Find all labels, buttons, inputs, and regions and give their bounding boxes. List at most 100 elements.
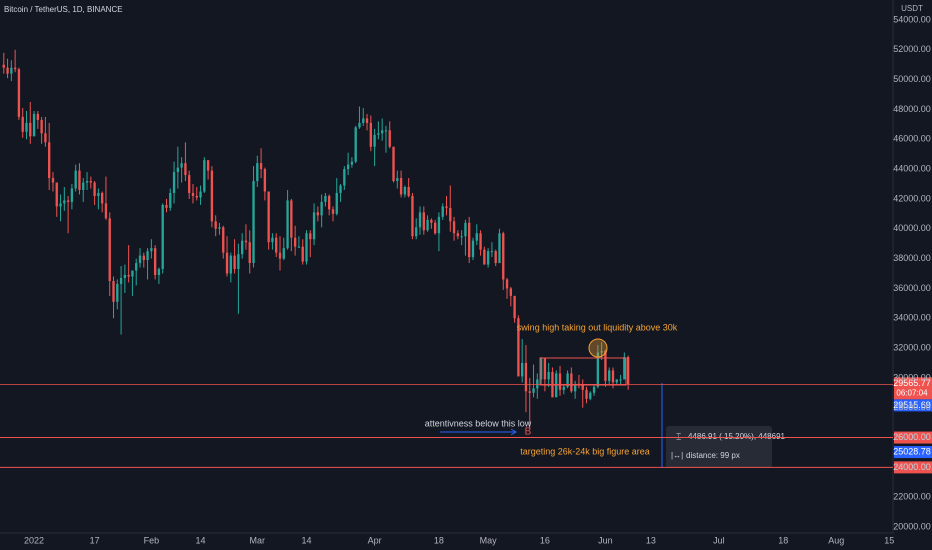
candle-body xyxy=(51,178,55,183)
candle-body xyxy=(505,279,509,289)
candle-body xyxy=(70,188,74,202)
candle-body xyxy=(498,233,501,264)
candle-body xyxy=(146,251,149,261)
candle-body xyxy=(161,204,164,270)
marker-tag-label: 25028.78 xyxy=(893,446,931,456)
candle-body xyxy=(596,352,600,387)
candle-body xyxy=(293,237,297,247)
candle-body xyxy=(543,358,547,380)
candle-body xyxy=(21,116,24,132)
candle-body xyxy=(32,113,36,137)
y-tick-label: 34000.00 xyxy=(893,313,931,323)
candle-body xyxy=(271,237,274,243)
candle-body xyxy=(324,195,327,202)
candle-body xyxy=(172,172,176,193)
candle-body xyxy=(176,167,180,173)
candle-body xyxy=(411,195,414,237)
marker-tag xyxy=(894,446,932,459)
y-tick-label: 20000.00 xyxy=(893,521,931,531)
candle-body xyxy=(486,251,490,265)
candle-body xyxy=(278,252,282,259)
level-tag-label: 26000.00 xyxy=(893,432,931,442)
candle-body xyxy=(203,160,206,192)
x-tick-label: 2022 xyxy=(24,535,44,545)
y-tick-label: 50000.00 xyxy=(893,74,931,84)
candle-body xyxy=(275,237,278,253)
candle-body xyxy=(55,182,58,207)
measure-box xyxy=(666,426,772,468)
candle-body xyxy=(169,192,172,208)
candle-body xyxy=(362,118,365,123)
range-box xyxy=(539,357,627,386)
marker-tag-label: 29515.69 xyxy=(893,400,931,410)
x-tick-label: Aug xyxy=(828,535,844,545)
candle-body xyxy=(309,233,312,240)
marker-tag xyxy=(894,399,932,412)
candle-body xyxy=(358,122,361,128)
candle-body xyxy=(10,67,13,74)
candle-body xyxy=(108,218,111,281)
candle-body xyxy=(320,201,323,216)
y-tick-label: 32000.00 xyxy=(893,342,931,352)
candle-body xyxy=(384,130,388,132)
measure-distance: distance: 99 px xyxy=(686,451,740,460)
candle-body xyxy=(573,383,577,392)
x-tick-label: 15 xyxy=(884,535,894,545)
candle-body xyxy=(604,351,607,381)
target-note: targeting 26k-24k big figure area xyxy=(520,446,650,456)
candle-body xyxy=(600,351,603,353)
candle-body xyxy=(93,182,96,196)
candle-body xyxy=(433,222,437,234)
candle-body xyxy=(123,275,127,278)
candle-body xyxy=(301,246,304,262)
y-tick-label: 52000.00 xyxy=(893,44,931,54)
measure-change: 4486.91 ( 15.20%), 448691 xyxy=(688,432,786,441)
candle-body xyxy=(509,288,512,296)
x-tick-label: Jul xyxy=(713,535,725,545)
candle-body xyxy=(475,233,478,241)
candle-body xyxy=(331,209,335,214)
candle-body xyxy=(138,255,142,264)
candle-body xyxy=(229,255,232,274)
candle-body xyxy=(585,389,588,399)
candle-body xyxy=(40,119,43,134)
x-tick-label: 18 xyxy=(778,535,788,545)
y-tick-label: 42000.00 xyxy=(893,193,931,203)
candle-body xyxy=(381,130,384,134)
x-tick-label: Feb xyxy=(144,535,160,545)
y-tick-label: 28000.00 xyxy=(893,402,931,412)
candle-body xyxy=(521,362,524,377)
candle-body xyxy=(286,200,289,249)
candle-body xyxy=(191,192,195,196)
candle-body xyxy=(248,242,251,264)
candle-body xyxy=(490,251,494,253)
candle-body xyxy=(199,191,202,198)
candle-body xyxy=(517,318,520,377)
candle-body xyxy=(184,163,187,176)
candle-body xyxy=(85,181,89,183)
candle-body xyxy=(165,204,168,208)
candle-body xyxy=(66,200,70,202)
y-tick-label: 38000.00 xyxy=(893,253,931,263)
candle-body xyxy=(570,373,573,392)
candle-body xyxy=(157,269,161,276)
y-tick-label: 26000.00 xyxy=(893,432,931,442)
candle-body xyxy=(513,295,516,319)
candle-body xyxy=(6,67,9,74)
candle-body xyxy=(388,130,391,147)
chart-title: Bitcoin / TetherUS, 1D, BINANCE xyxy=(4,5,123,14)
candle-body xyxy=(82,182,85,190)
x-tick-label: Mar xyxy=(250,535,266,545)
candle-body xyxy=(415,227,418,237)
candle-body xyxy=(13,67,17,70)
candle-body xyxy=(244,240,248,243)
candle-body xyxy=(210,170,214,222)
y-tick-label: 36000.00 xyxy=(893,283,931,293)
candle-body xyxy=(89,181,92,183)
candle-body xyxy=(581,385,584,390)
candle-body xyxy=(131,270,134,277)
marker-b: B xyxy=(525,427,532,438)
candle-body xyxy=(373,134,376,147)
